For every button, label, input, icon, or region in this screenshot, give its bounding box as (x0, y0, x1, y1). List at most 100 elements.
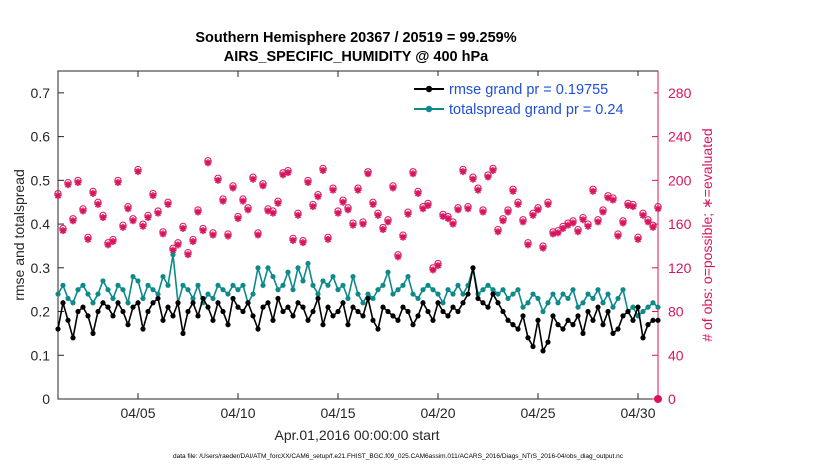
totalspread-point (55, 291, 61, 297)
obs-evaluated-point (404, 210, 412, 218)
y-left-tick-label: 0.1 (31, 347, 51, 363)
rmse-point (340, 300, 346, 306)
y-right-tick-label: 240 (668, 129, 692, 145)
rmse-point (460, 300, 466, 306)
y-right-tick-label: 80 (668, 304, 684, 320)
totalspread-point (190, 295, 196, 302)
totalspread-point (570, 287, 576, 293)
obs-evaluated-point (534, 206, 542, 214)
y-axis-left-label: rmse and totalspread (11, 169, 27, 301)
obs-evaluated-point (129, 217, 137, 225)
totalspread-point (325, 282, 331, 288)
rmse-point (475, 295, 481, 302)
rmse-point (635, 304, 641, 310)
totalspread-point (500, 287, 506, 293)
obs-evaluated-point (539, 244, 547, 252)
totalspread-point (90, 300, 96, 306)
rmse-point (145, 308, 151, 315)
rmse-point (245, 300, 251, 306)
rmse-point (525, 335, 531, 341)
totalspread-point (150, 287, 156, 293)
rmse-point (655, 317, 661, 323)
obs-evaluated-point (279, 171, 287, 179)
rmse-point (230, 295, 236, 302)
obs-evaluated-point (549, 230, 557, 238)
obs-evaluated-point (599, 208, 607, 216)
obs-evaluated-point (484, 173, 492, 181)
rmse-point (165, 304, 171, 310)
rmse-point (535, 317, 541, 323)
obs-evaluated-point (189, 238, 197, 246)
y-right-tick-label: 120 (668, 260, 692, 276)
obs-evaluated-point (634, 235, 642, 243)
x-tick-label: 04/15 (320, 405, 355, 421)
obs-evaluated-point (559, 224, 567, 232)
totalspread-point (390, 291, 396, 297)
obs-evaluated-point (234, 215, 242, 223)
obs-evaluated-point (379, 226, 387, 234)
y-left-tick-label: 0.6 (31, 129, 51, 145)
obs-evaluated-point (79, 207, 87, 215)
obs-evaluated-point (544, 200, 552, 208)
totalspread-point (520, 304, 526, 310)
totalspread-point (560, 291, 566, 297)
rmse-point (540, 348, 546, 354)
totalspread-point (320, 278, 326, 284)
x-tick-label: 04/10 (220, 405, 255, 421)
rmse-point (375, 326, 381, 332)
obs-evaluated-point (259, 182, 267, 190)
totalspread-point (270, 273, 276, 280)
totalspread-point (235, 287, 241, 293)
rmse-series (55, 265, 661, 354)
totalspread-point (525, 300, 531, 306)
obs-evaluated-point (609, 196, 617, 204)
rmse-point (335, 308, 341, 315)
totalspread-point (575, 304, 581, 310)
totalspread-point (405, 273, 411, 280)
totalspread-point (555, 300, 561, 306)
rmse-point (500, 308, 506, 315)
rmse-point (355, 308, 361, 315)
obs-evaluated-point (184, 251, 192, 259)
chart-title-line1: Southern Hemisphere 20367 / 20519 = 99.2… (195, 30, 516, 46)
obs-evaluated-point (424, 201, 432, 209)
totalspread-point (505, 295, 511, 302)
obs-evaluated-point (204, 159, 212, 167)
totalspread-point (230, 282, 236, 288)
totalspread-point (225, 291, 231, 297)
rmse-point (150, 300, 156, 306)
rmse-point (250, 313, 256, 319)
rmse-point (260, 304, 266, 310)
totalspread-point (130, 273, 136, 280)
rmse-point (320, 322, 326, 328)
obs-evaluated-point (224, 232, 232, 240)
rmse-point (550, 313, 556, 319)
rmse-point (520, 313, 526, 319)
y-left-tick-label: 0.7 (31, 85, 51, 101)
rmse-point (75, 308, 81, 315)
y-axis-left: 0 0.1 0.2 0.3 0.4 0.5 0.6 0.7 (31, 85, 64, 407)
totalspread-point (650, 300, 656, 306)
totalspread-point (605, 291, 611, 297)
rmse-point (425, 308, 431, 315)
obs-evaluated-point (349, 221, 357, 229)
rmse-point (225, 322, 231, 328)
totalspread-point (655, 304, 661, 310)
y-left-tick-label: 0 (42, 391, 50, 407)
obs-evaluated-point (439, 212, 447, 220)
rmse-point (125, 322, 131, 328)
obs-evaluated-point (64, 181, 72, 189)
obs-evaluated-point (399, 233, 407, 241)
obs-evaluated-point (369, 200, 377, 208)
totalspread-point (105, 287, 111, 293)
totalspread-point (355, 291, 361, 297)
obs-evaluated-point (84, 235, 92, 243)
y-right-zero-marker (654, 395, 662, 403)
totalspread-point (420, 287, 426, 293)
totalspread-point (80, 282, 86, 288)
rmse-point (95, 308, 101, 315)
obs-evaluated-point (589, 187, 597, 195)
totalspread-point (640, 308, 646, 315)
obs-evaluated-point (434, 262, 442, 270)
obs-evaluated-point (109, 238, 117, 246)
